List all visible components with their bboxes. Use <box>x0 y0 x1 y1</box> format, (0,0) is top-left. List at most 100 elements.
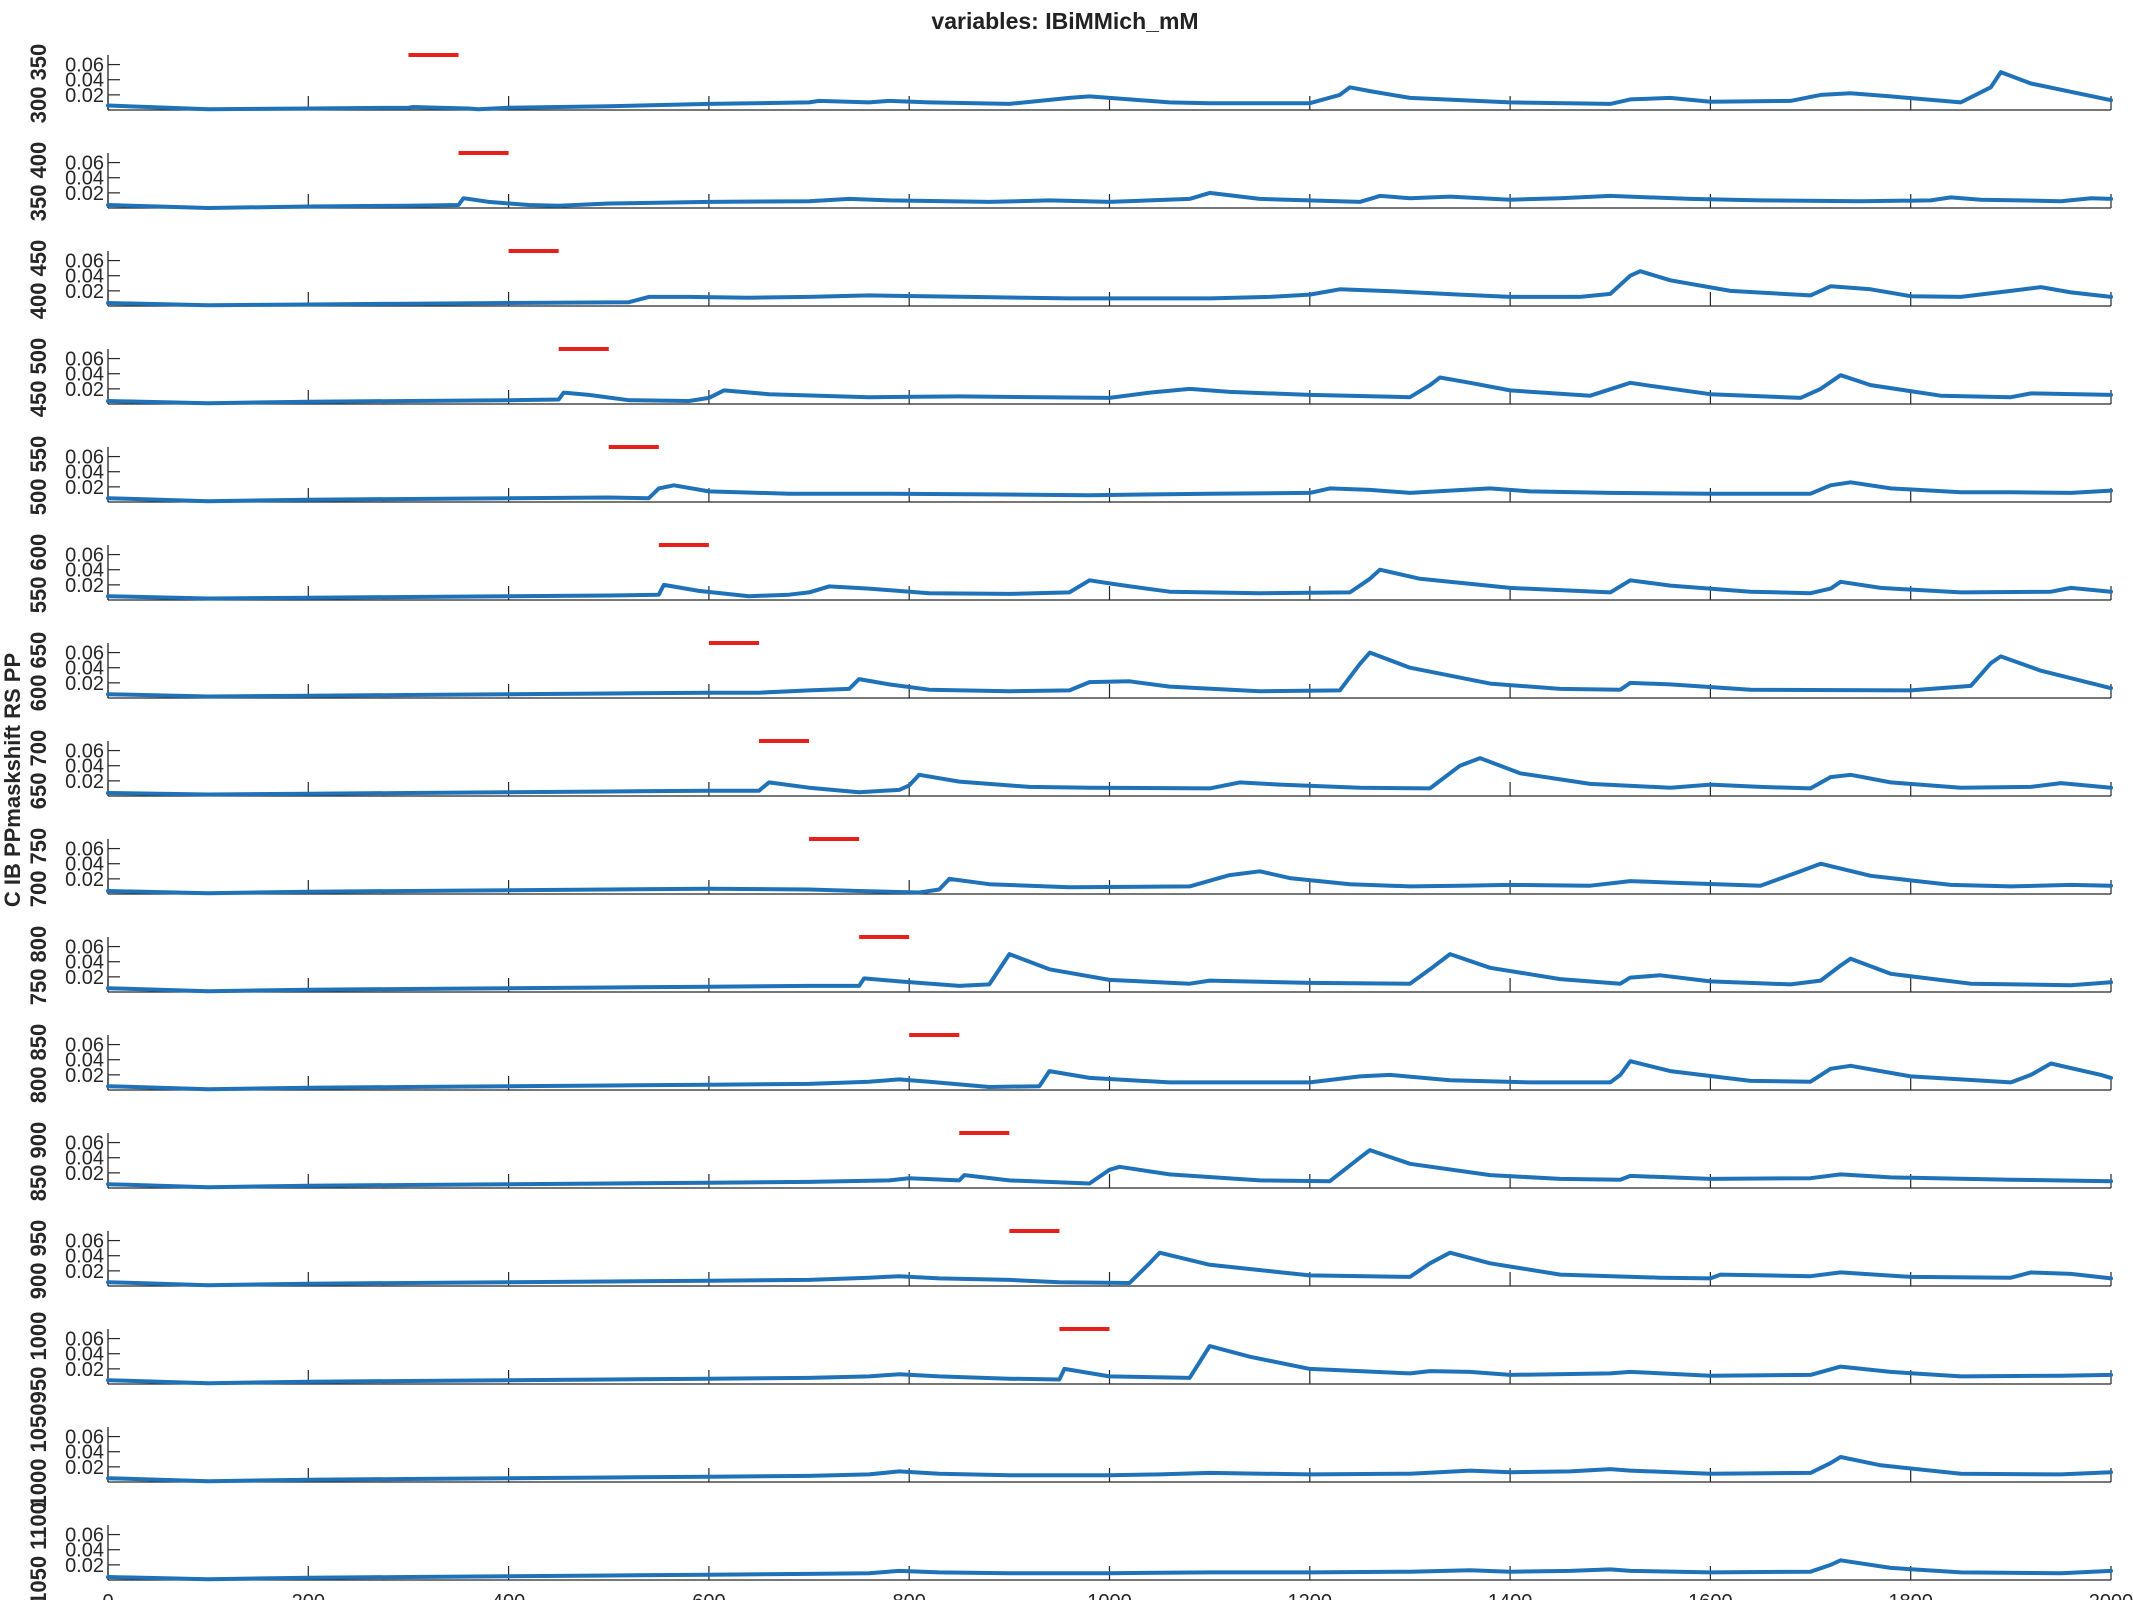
panel-y-tick-label: 0.06 <box>65 153 104 175</box>
panel-row-label: 300 350 <box>26 44 51 124</box>
panel-14: 0.020.040.06 950 1000 <box>26 1312 2113 1404</box>
y-axis-label: C IB PPmaskshift RS PP <box>0 653 25 907</box>
x-tick-label: 0 <box>102 1591 113 1600</box>
panel-3: 0.020.040.06 400 450 <box>26 240 2113 320</box>
panel-row-label: 550 600 <box>26 534 51 614</box>
panel-y-tick-label: 0.04 <box>65 658 104 680</box>
x-tick-label: 1400 <box>1488 1591 1533 1600</box>
series-trace-line <box>106 269 2113 308</box>
panel-y-tick-label: 0.04 <box>65 364 104 386</box>
series-trace-line <box>106 373 2113 406</box>
x-tick-label: 2000 <box>2089 1591 2133 1600</box>
x-axis: 0 200 400 600 800 1000 1200 1400 1600 1800 2000 <box>102 1591 2133 1600</box>
series-trace-line <box>106 756 2113 797</box>
panel-y-tick-label: 0.02 <box>65 1065 104 1087</box>
panel-y-tick-label: 0.02 <box>65 1457 104 1479</box>
panel-y-tick-label: 0.06 <box>65 1035 104 1057</box>
panel-y-tick-label: 0.06 <box>65 1525 104 1547</box>
x-tick-label: 1000 <box>1087 1591 1132 1600</box>
panel-5: 0.020.040.06 500 550 <box>26 436 2113 516</box>
panel-row-label: 350 400 <box>26 142 51 222</box>
panel-y-tick-label: 0.02 <box>65 869 104 891</box>
panel-row-label: 600 650 <box>26 632 51 712</box>
panel-y-tick-label: 0.02 <box>65 1261 104 1283</box>
panel-2: 0.020.040.06 350 400 <box>26 142 2113 222</box>
x-tick-label: 200 <box>292 1591 325 1600</box>
panel-8: 0.020.040.06 650 700 <box>26 730 2113 809</box>
series-trace-line <box>106 1148 2113 1190</box>
panel-y-tick-label: 0.04 <box>65 168 104 190</box>
panel-y-tick-label: 0.04 <box>65 854 104 876</box>
x-tick-label: 600 <box>692 1591 725 1600</box>
panel-y-tick-label: 0.04 <box>65 70 104 92</box>
panel-y-tick-label: 0.04 <box>65 1246 104 1268</box>
panel-y-tick-label: 0.04 <box>65 1442 104 1464</box>
panel-row-label: 450 500 <box>26 338 51 418</box>
chart-title: variables: IBiMMich_mM <box>931 8 1198 34</box>
panel-row-label: 400 450 <box>26 240 51 320</box>
panel-row-label: 1050 1100 <box>26 1502 51 1600</box>
panel-y-tick-label: 0.02 <box>65 477 104 499</box>
panel-row-label: 900 950 <box>26 1220 51 1300</box>
panel-12: 0.020.040.06 850 900 <box>26 1122 2113 1202</box>
panel-y-tick-label: 0.06 <box>65 251 104 273</box>
panel-y-tick-label: 0.02 <box>65 1163 104 1185</box>
x-tick-label: 1800 <box>1888 1591 1933 1600</box>
series-trace-line <box>106 1455 2113 1484</box>
panel-row-label: 1000 1050 <box>26 1404 51 1508</box>
x-tick-label: 400 <box>492 1591 525 1600</box>
panel-y-tick-label: 0.02 <box>65 85 104 107</box>
panel-13: 0.020.040.06 900 950 <box>26 1220 2113 1300</box>
series-trace-line <box>106 567 2113 601</box>
panel-y-tick-label: 0.04 <box>65 1540 104 1562</box>
panel-4: 0.020.040.06 450 500 <box>26 338 2113 418</box>
panel-y-tick-label: 0.02 <box>65 1555 104 1577</box>
panel-row-label: 950 1000 <box>26 1312 51 1404</box>
panel-y-tick-label: 0.06 <box>65 349 104 371</box>
panel-y-tick-label: 0.02 <box>65 379 104 401</box>
panel-9: 0.020.040.06 700 750 <box>26 828 2113 908</box>
panel-row-label: 500 550 <box>26 436 51 516</box>
panel-y-tick-label: 0.02 <box>65 1359 104 1381</box>
series-trace-line <box>106 952 2113 994</box>
panel-row-label: 800 850 <box>26 1024 51 1104</box>
panel-y-tick-label: 0.02 <box>65 771 104 793</box>
panel-y-tick-label: 0.04 <box>65 1344 104 1366</box>
panel-y-tick-label: 0.06 <box>65 1427 104 1449</box>
panel-11: 0.020.040.06 800 850 <box>26 1024 2113 1104</box>
panel-y-tick-label: 0.02 <box>65 575 104 597</box>
panel-row-label: 700 750 <box>26 828 51 908</box>
panel-15: 0.020.040.06 1000 1050 <box>26 1404 2113 1508</box>
series-trace-line <box>106 650 2113 699</box>
panel-y-tick-label: 0.04 <box>65 560 104 582</box>
panel-y-tick-label: 0.04 <box>65 1148 104 1170</box>
series-trace-line <box>106 190 2113 210</box>
panel-10: 0.020.040.06 750 800 <box>26 926 2113 1006</box>
panel-y-tick-label: 0.02 <box>65 967 104 989</box>
panel-7: 0.020.040.06 600 650 <box>26 632 2113 712</box>
panel-y-tick-label: 0.04 <box>65 952 104 974</box>
series-trace-line <box>106 861 2113 896</box>
panel-16: 0.020.040.06 1050 1100 <box>26 1502 2113 1600</box>
panel-y-tick-label: 0.06 <box>65 1133 104 1155</box>
x-tick-label: 1600 <box>1688 1591 1733 1600</box>
panel-y-tick-label: 0.06 <box>65 55 104 77</box>
panel-y-tick-label: 0.04 <box>65 462 104 484</box>
panel-1: 0.020.040.06 300 350 <box>26 44 2113 124</box>
panel-y-tick-label: 0.06 <box>65 447 104 469</box>
panel-y-tick-label: 0.02 <box>65 183 104 205</box>
panel-y-tick-label: 0.06 <box>65 545 104 567</box>
panel-y-tick-label: 0.06 <box>65 1231 104 1253</box>
panel-row-label: 850 900 <box>26 1122 51 1202</box>
panel-y-tick-label: 0.02 <box>65 673 104 695</box>
panel-y-tick-label: 0.04 <box>65 1050 104 1072</box>
series-trace-line <box>106 1250 2113 1288</box>
x-tick-label: 800 <box>893 1591 926 1600</box>
series-trace-line <box>106 1558 2113 1582</box>
series-trace-line <box>106 70 2113 112</box>
panel-row-label: 750 800 <box>26 926 51 1006</box>
x-tick-label: 1200 <box>1288 1591 1333 1600</box>
